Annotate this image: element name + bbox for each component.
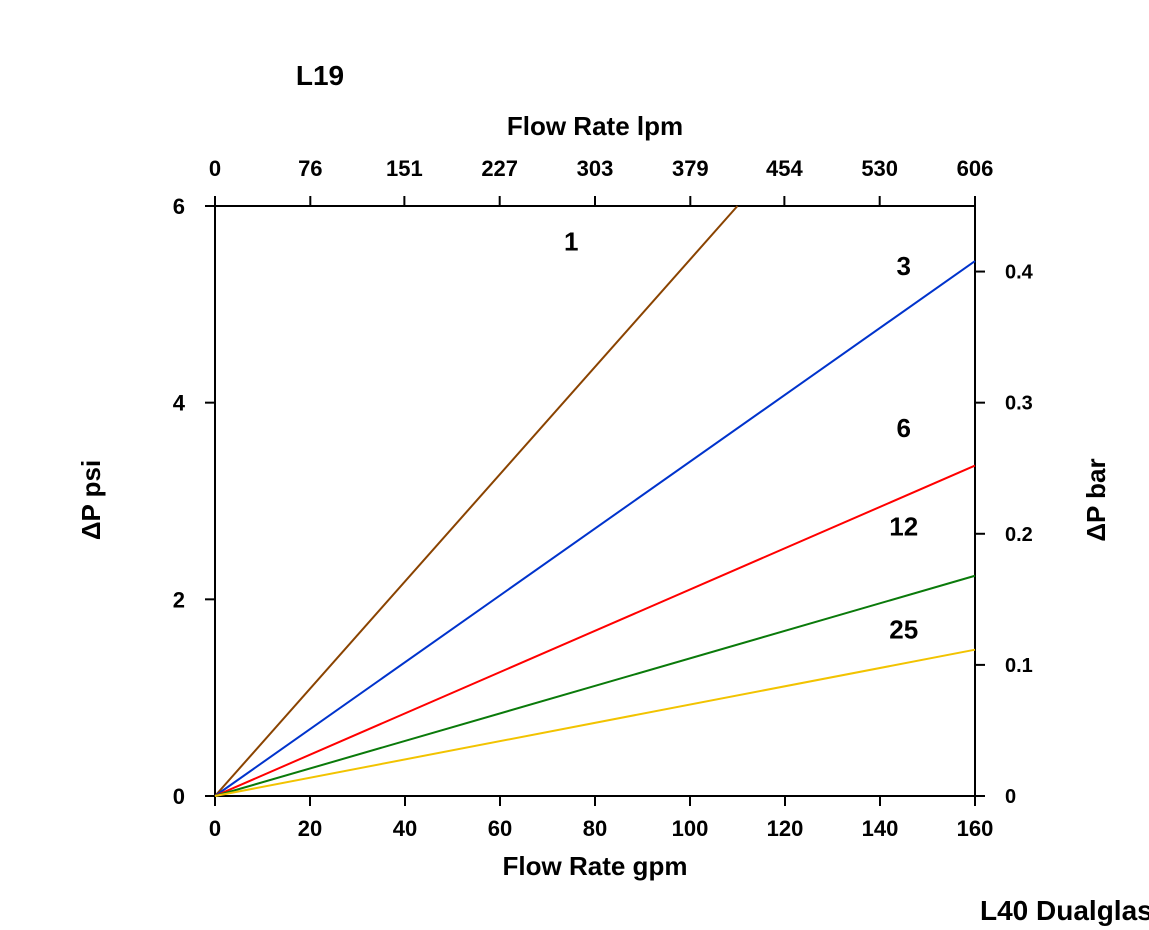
y-left-tick-label: 4 — [173, 391, 186, 416]
y-right-tick-label: 0 — [1005, 786, 1016, 808]
y-left-axis-title: ΔP psi — [76, 460, 106, 540]
chart-title: L19 — [296, 60, 344, 91]
x-top-tick-label: 227 — [481, 156, 518, 181]
x-top-tick-label: 303 — [577, 156, 614, 181]
x-bottom-tick-label: 0 — [209, 816, 221, 841]
series-label-6: 6 — [897, 413, 911, 443]
x-bottom-tick-label: 140 — [862, 816, 899, 841]
x-bottom-tick-label: 100 — [672, 816, 709, 841]
footer-label: L40 Dualglass — [980, 895, 1149, 926]
x-bottom-axis-title: Flow Rate gpm — [503, 851, 688, 881]
y-left-tick-label: 6 — [173, 194, 185, 219]
y-right-tick-label: 0.2 — [1005, 524, 1033, 546]
series-label-3: 3 — [897, 251, 911, 281]
x-bottom-tick-label: 60 — [488, 816, 512, 841]
series-label-12: 12 — [889, 511, 918, 541]
pressure-drop-chart: L19 Flow Rate lpm Flow Rate gpm ΔP psi Δ… — [0, 0, 1149, 930]
x-top-tick-label: 606 — [957, 156, 994, 181]
x-top-tick-label: 151 — [386, 156, 423, 181]
series-label-1: 1 — [564, 226, 578, 256]
x-bottom-tick-label: 40 — [393, 816, 417, 841]
y-left-tick-label: 0 — [173, 784, 185, 809]
x-top-tick-label: 76 — [298, 156, 322, 181]
x-top-tick-label: 454 — [766, 156, 803, 181]
y-right-tick-label: 0.3 — [1005, 393, 1033, 415]
x-top-axis-title: Flow Rate lpm — [507, 111, 683, 141]
y-right-axis-title: ΔP bar — [1081, 458, 1111, 541]
y-right-tick-label: 0.1 — [1005, 655, 1033, 677]
x-bottom-tick-label: 80 — [583, 816, 607, 841]
y-left-tick-label: 2 — [173, 587, 185, 612]
x-top-tick-label: 379 — [672, 156, 709, 181]
x-bottom-tick-label: 20 — [298, 816, 322, 841]
x-bottom-tick-label: 120 — [767, 816, 804, 841]
x-top-tick-label: 530 — [861, 156, 898, 181]
series-label-25: 25 — [889, 615, 918, 645]
x-bottom-tick-label: 160 — [957, 816, 994, 841]
y-right-tick-label: 0.4 — [1005, 262, 1034, 284]
x-top-tick-label: 0 — [209, 156, 221, 181]
